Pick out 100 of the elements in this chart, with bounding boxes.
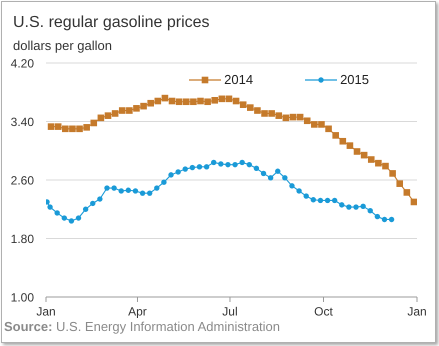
chart-title: U.S. regular gasoline prices	[13, 14, 210, 32]
point	[161, 179, 167, 185]
point	[175, 169, 181, 175]
point	[90, 200, 96, 206]
point	[282, 114, 290, 122]
point	[226, 96, 232, 102]
point	[374, 214, 380, 220]
point	[176, 98, 182, 106]
point	[54, 123, 62, 130]
point	[112, 110, 118, 117]
point	[360, 152, 368, 158]
point	[375, 160, 382, 166]
point	[98, 114, 104, 122]
x-tick-label: Apr	[128, 304, 147, 319]
x-tick-label: Jan	[36, 304, 56, 319]
point	[211, 96, 218, 104]
point	[182, 98, 190, 106]
point	[146, 190, 152, 196]
point	[346, 204, 352, 210]
point	[325, 126, 332, 132]
point	[133, 105, 140, 112]
point	[140, 102, 147, 110]
point	[118, 188, 124, 194]
point	[182, 166, 188, 172]
point	[126, 107, 133, 114]
source-note: Source: U.S. Energy Information Administration	[4, 319, 280, 334]
point	[304, 193, 309, 199]
point	[232, 98, 240, 104]
point	[260, 170, 266, 176]
point	[232, 162, 238, 168]
x-tick-label: Jul	[222, 304, 238, 319]
point	[190, 98, 197, 106]
y-tick-label: 2.60	[10, 173, 34, 188]
legend-label: 2014	[224, 72, 254, 87]
point	[82, 206, 88, 212]
x-tick-label: Oct	[314, 304, 334, 319]
point	[246, 162, 252, 168]
point	[268, 110, 275, 117]
point	[354, 148, 360, 155]
point	[282, 175, 288, 181]
point	[90, 120, 98, 126]
y-tick-label: 3.40	[10, 114, 34, 129]
point	[296, 114, 304, 120]
point	[211, 160, 216, 166]
point	[197, 98, 204, 104]
point	[382, 162, 389, 170]
point	[83, 124, 90, 131]
point	[254, 166, 260, 171]
x-tick-label: Jan	[407, 304, 427, 319]
point	[97, 196, 103, 202]
point	[396, 180, 404, 187]
point	[68, 218, 74, 224]
point	[132, 188, 138, 194]
point	[168, 172, 174, 178]
point	[218, 96, 226, 102]
point	[140, 190, 146, 196]
point	[196, 164, 202, 170]
point	[168, 98, 176, 104]
point	[239, 160, 245, 166]
point	[147, 100, 154, 107]
point	[368, 156, 375, 163]
point	[126, 188, 132, 193]
point	[268, 175, 274, 181]
point	[62, 215, 67, 221]
point	[332, 198, 338, 204]
point	[76, 126, 83, 132]
point	[353, 204, 359, 210]
point	[275, 112, 282, 119]
point	[388, 216, 394, 222]
point	[368, 208, 373, 214]
y-tick-label: 1.00	[10, 290, 34, 304]
point	[389, 170, 396, 177]
point	[47, 204, 53, 210]
point	[275, 168, 280, 174]
point	[154, 98, 162, 104]
point	[254, 107, 261, 114]
legend-label: 2015	[340, 72, 369, 87]
point	[382, 216, 388, 222]
point	[311, 121, 318, 128]
point	[190, 164, 196, 170]
point	[204, 164, 210, 170]
point	[410, 198, 417, 206]
point	[247, 104, 254, 111]
point	[104, 185, 110, 191]
point	[261, 110, 268, 117]
point	[340, 138, 346, 145]
point	[204, 98, 211, 106]
point	[218, 161, 224, 167]
point	[62, 126, 69, 132]
point	[240, 101, 246, 108]
point	[346, 142, 354, 149]
point	[360, 204, 366, 210]
y-tick-label: 1.80	[10, 232, 34, 246]
point	[118, 107, 126, 114]
point	[318, 198, 324, 204]
point	[404, 189, 410, 196]
y-axis-title: dollars per gallon	[13, 38, 112, 53]
point	[154, 185, 160, 191]
point	[48, 123, 54, 130]
point	[69, 126, 76, 132]
